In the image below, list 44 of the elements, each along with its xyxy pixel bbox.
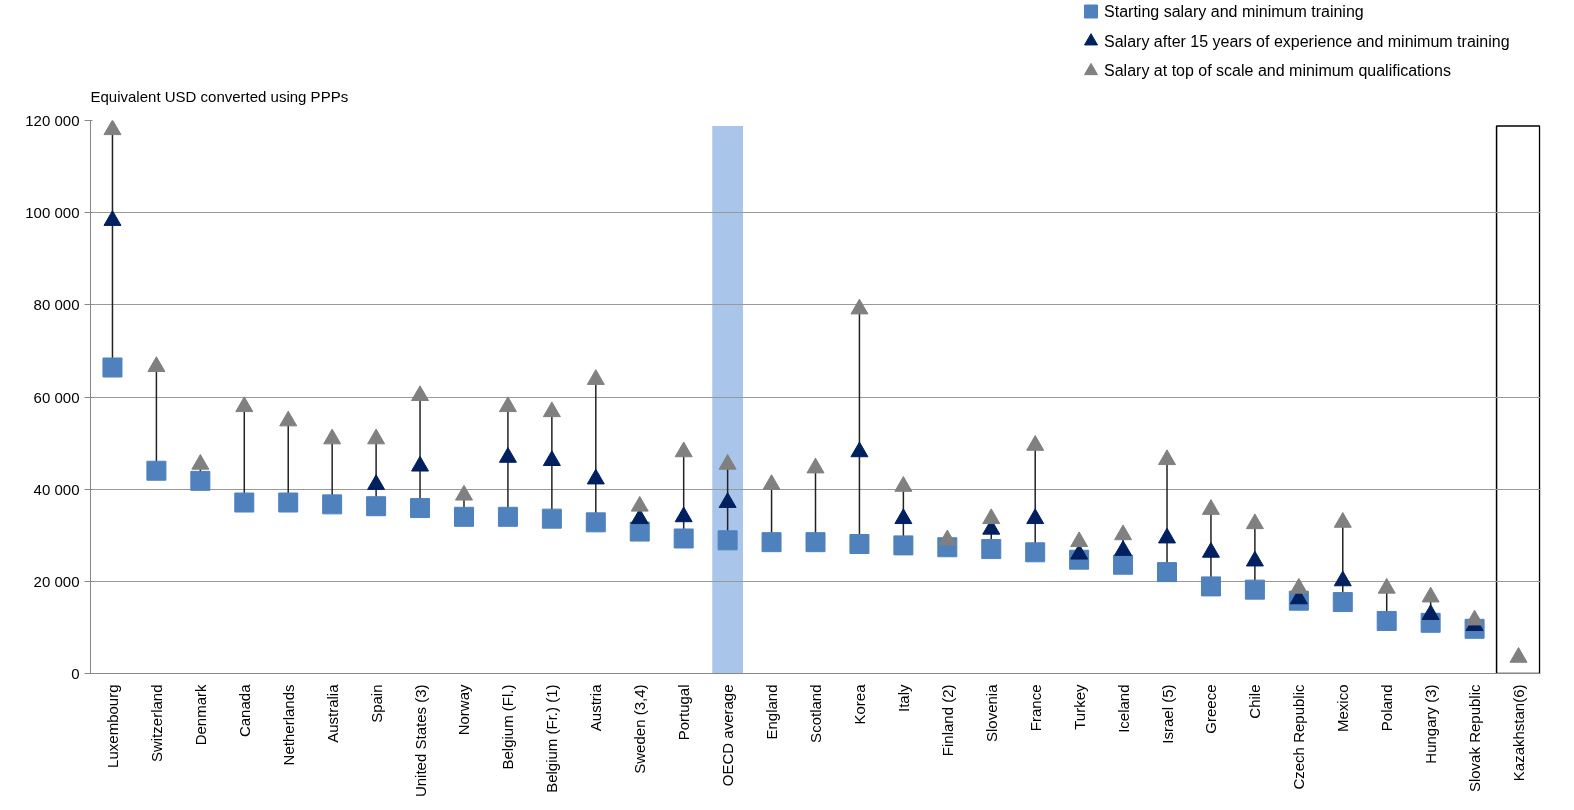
y-tick-label: 100 000	[25, 204, 80, 222]
x-tick-label: Israel (5)	[1158, 684, 1176, 744]
x-tick-label: Turkey	[1070, 684, 1088, 730]
x-tick-label: United States (3)	[411, 684, 429, 798]
x-tick-label: Austria	[587, 683, 605, 732]
x-tick-label: Sweden (3,4)	[631, 684, 649, 774]
x-tick-label: Chile	[1246, 684, 1264, 719]
x-tick-label: Australia	[323, 683, 341, 743]
y-tick-label: 20 000	[33, 572, 80, 590]
x-tick-label: Slovenia	[982, 683, 1000, 743]
x-tick-label: Kazakhstan(6)	[1510, 684, 1528, 782]
y-tick-label: 60 000	[33, 388, 80, 406]
legend-label: Salary after 15 years of experience and minimum training	[1104, 32, 1510, 50]
x-tick-label: Iceland	[1114, 684, 1132, 733]
x-tick-label: Poland	[1378, 684, 1396, 732]
y-tick-label: 80 000	[33, 296, 80, 314]
x-tick-label: Norway	[455, 684, 473, 736]
x-tick-label: Slovak Republic	[1466, 684, 1484, 793]
x-tick-label: Belgium (Fl.)	[499, 684, 517, 770]
y-tick-label: 120 000	[25, 112, 80, 129]
legend-label: Starting salary and minimum training	[1104, 3, 1364, 20]
x-tick-label: England	[763, 684, 781, 740]
x-tick-label: Scotland	[807, 684, 824, 743]
x-tick-label: Czech Republic	[1290, 684, 1308, 790]
x-tick-label: Belgium (Fr.) (1)	[543, 684, 561, 793]
x-tick-label: Switzerland	[147, 684, 165, 763]
x-tick-label: Korea	[850, 683, 868, 725]
legend-label: Salary at top of scale and minimum qualifications	[1104, 62, 1451, 80]
x-tick-label: Mexico	[1334, 684, 1352, 733]
x-tick-label: Greece	[1202, 684, 1220, 734]
x-tick-label: Canada	[235, 683, 253, 738]
x-tick-label: Italy	[894, 684, 912, 713]
x-tick-label: Spain	[367, 684, 385, 723]
x-tick-label: France	[1026, 684, 1044, 732]
x-tick-label: Netherlands	[279, 684, 297, 766]
y-axis-title: Equivalent USD converted using PPPs	[90, 88, 349, 105]
x-tick-label: Finland (2)	[938, 684, 956, 757]
x-tick-label: Luxembourg	[103, 684, 121, 768]
x-tick-label: OECD average	[719, 684, 737, 787]
y-tick-label: 0	[71, 665, 80, 682]
x-tick-label: Portugal	[675, 684, 693, 741]
x-tick-label: Hungary (3)	[1422, 684, 1440, 764]
x-tick-label: Denmark	[191, 684, 209, 746]
y-tick-label: 40 000	[33, 480, 80, 498]
